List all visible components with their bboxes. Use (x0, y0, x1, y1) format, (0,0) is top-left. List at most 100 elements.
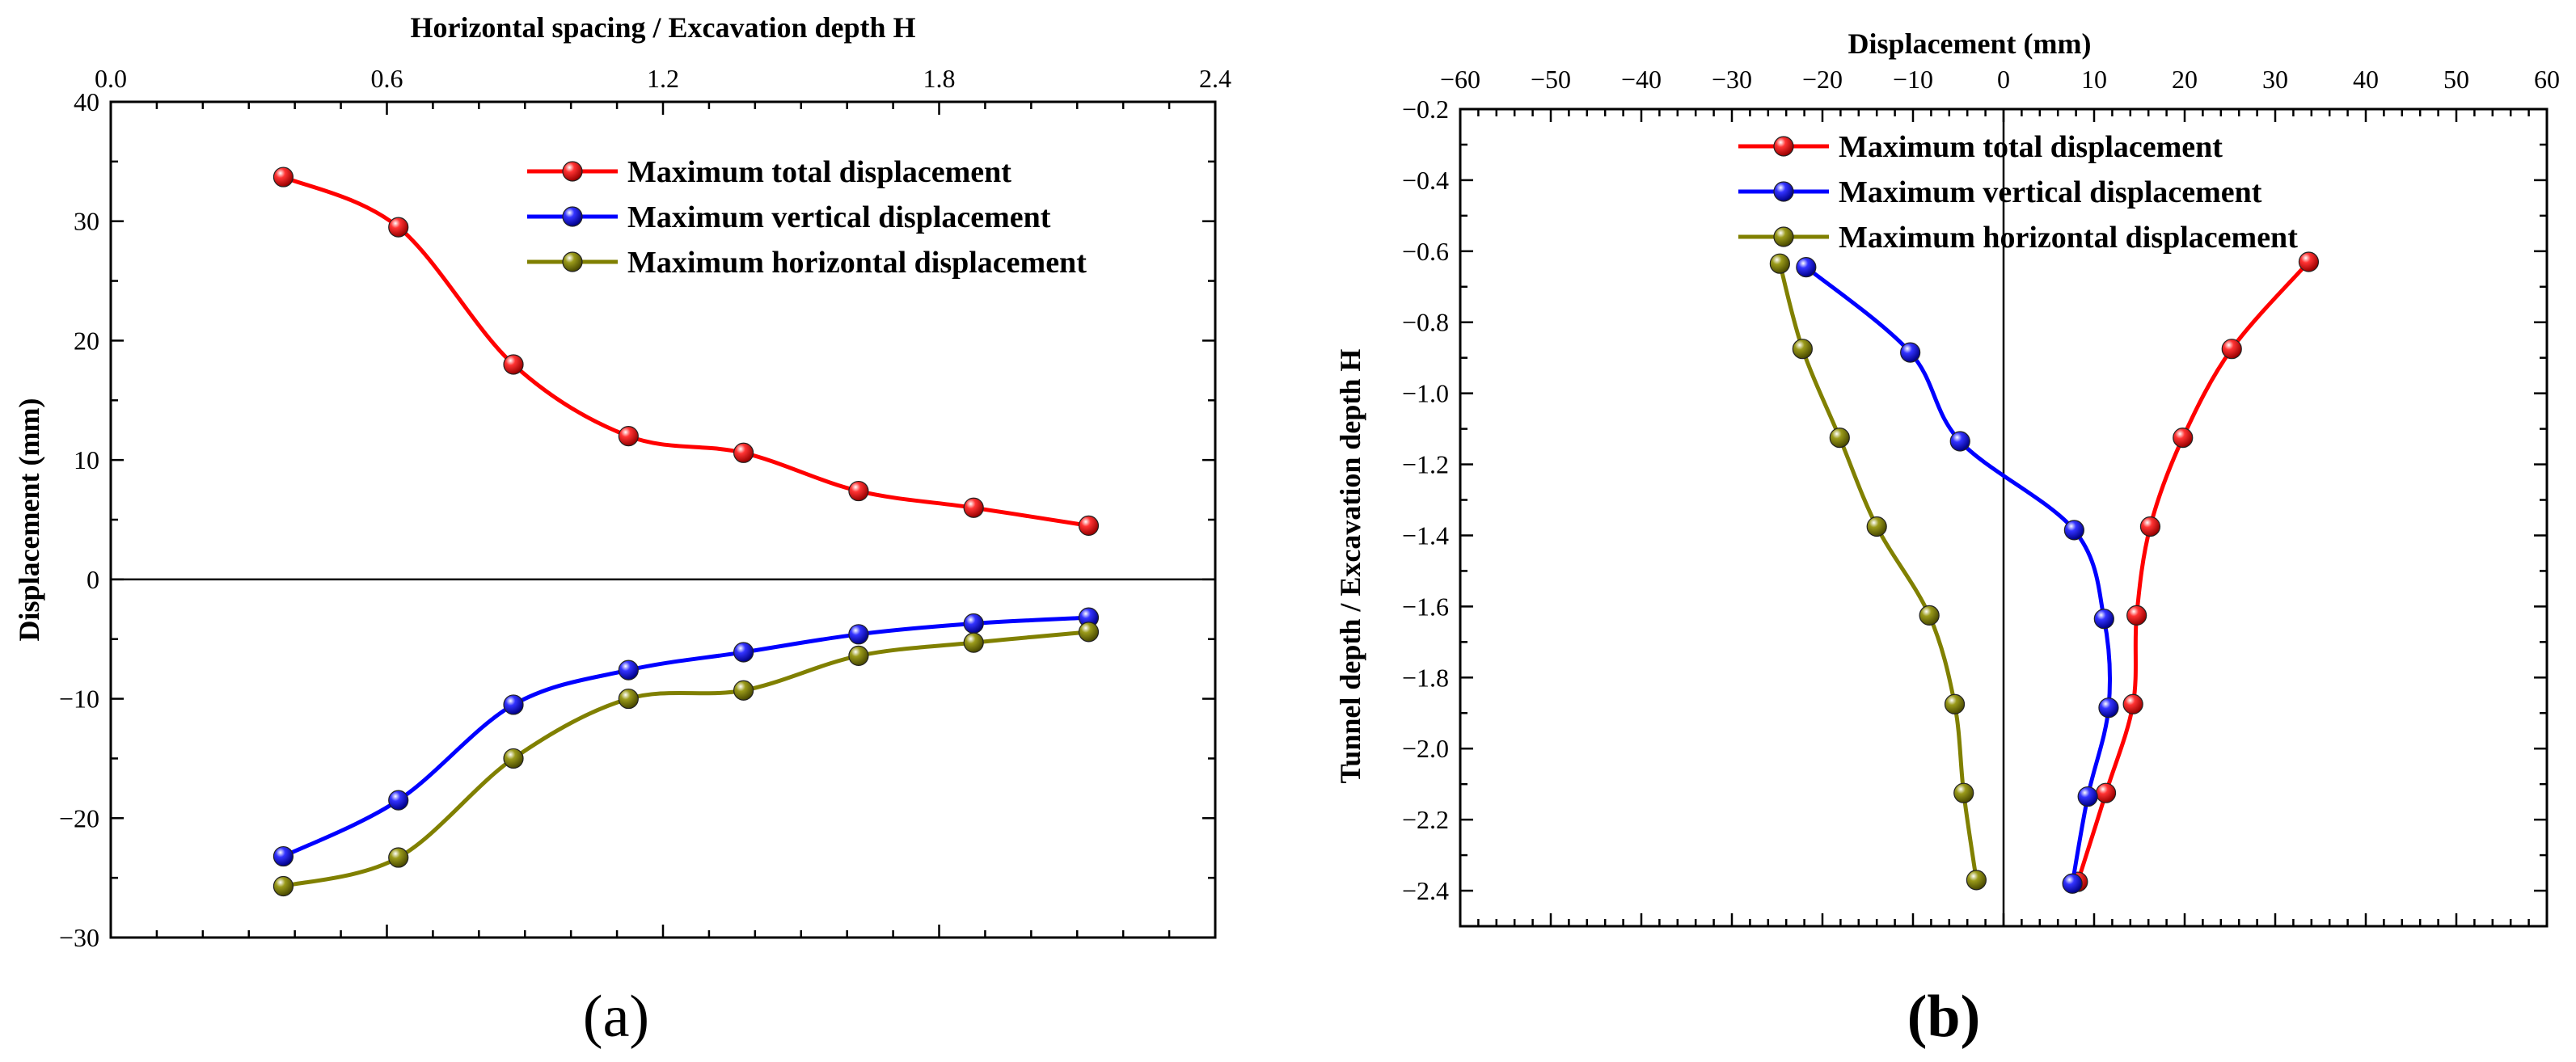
x-tick-label-b: 40 (2353, 65, 2379, 94)
data-point-a (733, 442, 754, 463)
data-point-a (503, 354, 524, 375)
data-point-a (848, 624, 869, 645)
data-point-b (2221, 339, 2242, 360)
panel-a-label: (a) (583, 984, 649, 1050)
y-tick-label-b: −1.4 (1402, 520, 1449, 550)
data-point-a (272, 875, 294, 897)
data-point-b (1829, 427, 1850, 449)
data-point-a (618, 425, 639, 447)
y-tick-label-a: −20 (59, 803, 99, 832)
y-tick-label-b: −1.8 (1402, 663, 1449, 692)
data-point-b (2173, 427, 2194, 449)
x-tick-label-b: 30 (2262, 65, 2288, 94)
data-point-b (1769, 253, 1790, 274)
data-point-b (1966, 870, 1987, 891)
legend-label-a: Maximum total displacement (627, 155, 1011, 189)
data-point-a (388, 790, 409, 811)
x-tick-label-b: −30 (1712, 65, 1752, 94)
y-tick-label-a: −10 (59, 685, 99, 714)
data-point-b (1949, 431, 1970, 452)
y-tick-label-b: −0.6 (1402, 237, 1449, 266)
data-point-a (1078, 622, 1100, 643)
legend-marker-a (562, 161, 583, 182)
x-tick-label-b: 60 (2534, 65, 2560, 94)
data-point-b (1900, 342, 1921, 363)
data-point-b (1953, 782, 1974, 803)
y-axis-label-a: Displacement (mm) (13, 398, 45, 642)
x-tick-label-a: 0.0 (95, 64, 127, 93)
legend-marker-b (1773, 226, 1794, 247)
x-tick-label-b: −20 (1802, 65, 1843, 94)
series-line-a (282, 630, 1089, 888)
x-tick-label-a: 0.6 (371, 64, 403, 93)
y-tick-label-b: −0.4 (1402, 166, 1449, 195)
y-tick-label-b: −2.2 (1402, 805, 1449, 834)
data-point-b (2062, 873, 2083, 894)
data-point-b (2077, 786, 2098, 807)
y-tick-label-a: 30 (74, 207, 99, 236)
data-point-a (388, 847, 409, 868)
x-tick-label-b: 50 (2443, 65, 2469, 94)
chart-a: 0.0 0.6 1.2 1.8 2.4 40 30 20 10 0 −10 −20 −30 Horizon… (13, 11, 1231, 952)
data-point-a (272, 166, 294, 188)
data-point-b (1792, 339, 1813, 360)
y-axis-label-b: Tunnel depth / Excavation depth H (1334, 349, 1366, 784)
series-line-a (282, 615, 1089, 858)
x-tick-label-b: 10 (2081, 65, 2107, 94)
legend-marker-a (562, 206, 583, 227)
legend-label-a: Maximum horizontal displacement (627, 246, 1087, 280)
y-tick-label-a: 20 (74, 326, 99, 355)
data-point-b (2098, 697, 2119, 719)
data-point-a (388, 217, 409, 238)
chart-b: −60 −50 −40 −30 −20 −10 0 10 20 30 40 50 60 −0.2 −0.4 −… (1334, 27, 2560, 928)
data-point-b (1919, 605, 1940, 626)
y-tick-label-a: −30 (59, 923, 99, 952)
x-axis-label-b: Displacement (mm) (1848, 27, 2092, 60)
legend-marker-a (562, 251, 583, 272)
x-axis-label-a: Horizontal spacing / Excavation depth H (410, 11, 915, 44)
legend-label-b: Maximum total displacement (1839, 130, 2223, 164)
x-tick-label-b: −50 (1531, 65, 1571, 94)
y-tick-label-b: −0.8 (1402, 308, 1449, 337)
y-tick-label-a: 10 (74, 445, 99, 474)
data-point-a (963, 632, 984, 653)
data-point-a (848, 645, 869, 666)
legend-label-a: Maximum vertical displacement (627, 200, 1051, 234)
x-tick-label-a: 1.8 (923, 64, 956, 93)
x-tick-label-a: 2.4 (1199, 64, 1231, 93)
x-tick-label-b: −40 (1621, 65, 1662, 94)
panel-b-label: (b) (1907, 984, 1980, 1050)
y-tick-label-b: −1.2 (1402, 450, 1449, 479)
data-point-b (2126, 605, 2147, 626)
data-point-b (1944, 693, 1966, 714)
data-point-a (848, 480, 869, 502)
data-point-a (733, 680, 754, 701)
data-point-b (2298, 251, 2320, 272)
x-tick-label-b: −10 (1893, 65, 1933, 94)
data-point-b (2095, 782, 2117, 803)
legend-label-b: Maximum vertical displacement (1839, 175, 2262, 209)
series-line-a (282, 175, 1089, 528)
data-point-a (1078, 515, 1100, 536)
x-tick-label-b: 20 (2172, 65, 2198, 94)
legend-marker-b (1773, 181, 1794, 202)
y-tick-label-b: −2.4 (1402, 876, 1449, 905)
y-tick-label-b: −1.6 (1402, 592, 1449, 621)
data-point-b (1866, 516, 1887, 537)
data-point-a (503, 694, 524, 715)
series-line-b (1777, 263, 1978, 881)
data-point-b (2139, 516, 2161, 537)
y-tick-label-b: −2.0 (1402, 734, 1449, 763)
data-point-a (963, 497, 984, 518)
data-point-a (963, 613, 984, 634)
y-tick-label-a: 0 (87, 565, 99, 594)
data-point-a (618, 688, 639, 710)
data-point-b (1796, 257, 1817, 278)
data-point-b (2063, 520, 2084, 541)
x-tick-label-b: 0 (1997, 65, 2010, 94)
y-tick-label-b: −1.0 (1402, 379, 1449, 408)
data-point-a (618, 660, 639, 681)
x-tick-label-b: −60 (1440, 65, 1480, 94)
legend-marker-b (1773, 136, 1794, 157)
